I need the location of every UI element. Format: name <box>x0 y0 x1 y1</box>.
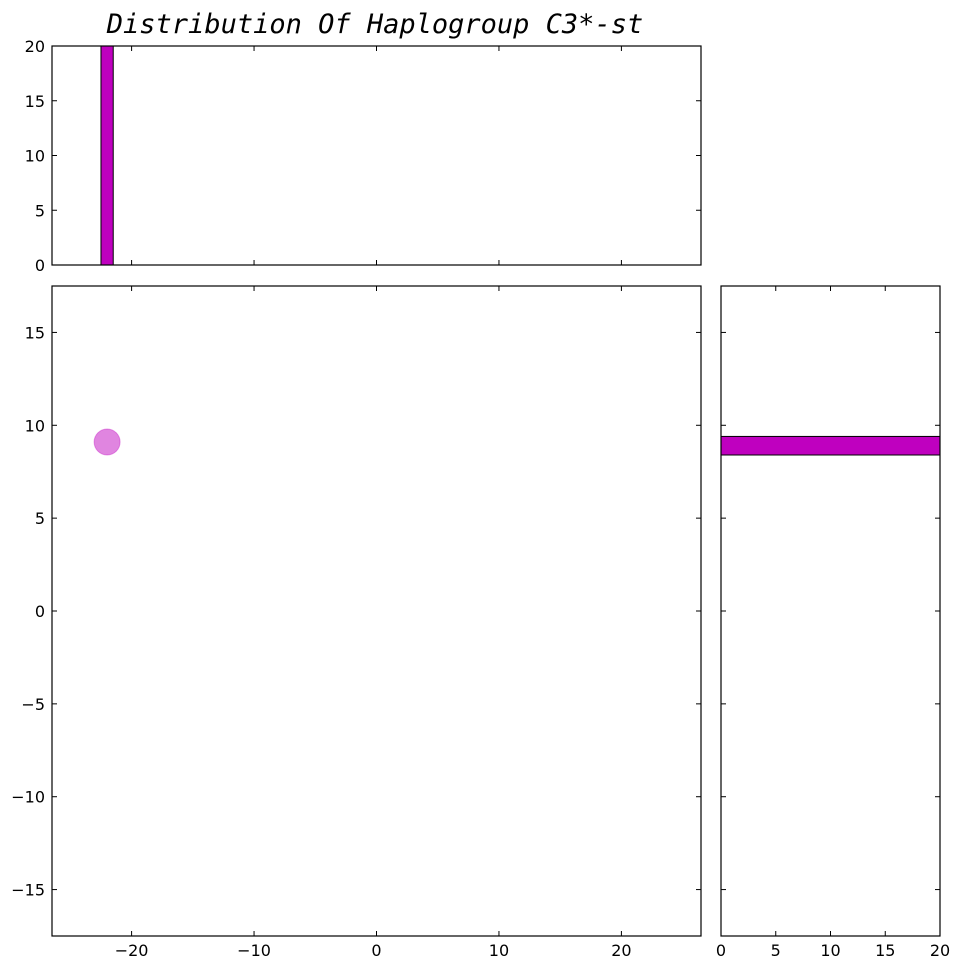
x-tick-label: 0 <box>371 941 381 960</box>
y-tick-label: 15 <box>25 323 45 342</box>
y-tick-label: 0 <box>35 256 45 275</box>
x-tick-label: 10 <box>820 941 840 960</box>
histogram-bar <box>100 45 114 266</box>
main-scatter-frame <box>51 285 702 937</box>
y-tick-label: 5 <box>35 509 45 528</box>
x-tick-label: 5 <box>771 941 781 960</box>
histogram-bar <box>720 435 941 456</box>
y-tick-label: 0 <box>35 602 45 621</box>
x-tick-label: −10 <box>237 941 271 960</box>
x-tick-label: 20 <box>611 941 631 960</box>
x-tick-label: 20 <box>930 941 950 960</box>
x-tick-label: 15 <box>875 941 895 960</box>
scatter-point <box>93 428 121 456</box>
chart-title: Distribution Of Haplogroup C3*-st <box>106 9 643 40</box>
y-tick-label: −5 <box>21 695 45 714</box>
right-histogram-frame <box>720 285 941 937</box>
x-tick-label: 0 <box>716 941 726 960</box>
y-tick-label: 10 <box>25 147 45 166</box>
x-tick-label: −20 <box>115 941 149 960</box>
y-tick-label: 5 <box>35 201 45 220</box>
y-tick-label: −15 <box>11 881 45 900</box>
top-histogram-frame <box>51 45 702 266</box>
y-tick-label: 20 <box>25 37 45 56</box>
y-tick-label: 15 <box>25 92 45 111</box>
y-tick-label: −10 <box>11 788 45 807</box>
x-tick-label: 10 <box>489 941 509 960</box>
y-tick-label: 10 <box>25 416 45 435</box>
